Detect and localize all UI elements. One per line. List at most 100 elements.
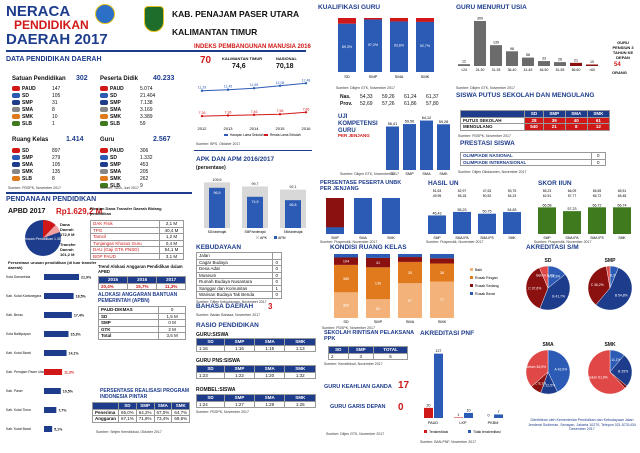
table-cell: 11,3% <box>156 282 186 290</box>
kondisi-segment-label: 139 <box>375 282 381 286</box>
ukg-subtitle: PER JENJANG <box>338 133 370 138</box>
pip-title: PERSENTASE REALISASI PROGRAM INDONESIA P… <box>100 388 190 400</box>
score-prov: 50,52 <box>483 194 492 198</box>
kv-key: SLB <box>110 121 120 127</box>
akreditasi-slice-label: B 25% <box>618 369 628 373</box>
pie-non-urusan-label: Non Urusan Pendidikan 1.355,1 M <box>16 237 70 241</box>
score-bar <box>563 211 581 234</box>
rasio-table: SD SMP SMA SMK 1:16 1:16 1:15 1:13 <box>196 338 316 352</box>
header-title: NERACA PENDIDIKAN DAERAH 2017 <box>6 4 136 47</box>
table-cell: 3 <box>347 352 375 360</box>
score-bar <box>453 211 471 234</box>
tut-wuri-logo <box>95 4 115 24</box>
table-cell: 1:22 <box>223 371 256 379</box>
score-bar <box>478 213 496 234</box>
ipm-legend-label: Harapan Lama Sekolah <box>230 133 264 137</box>
data-pendidikan-source: Sumber: PDSPK, November 2017 <box>8 186 61 190</box>
guru-usia-x-tick: 56-60 <box>572 68 581 72</box>
bantuan-table: PAUD-DIKMAS 0 SD 1,5 M SMP 0 M GTK 2 M Total 3,5 … <box>97 306 186 340</box>
kv-row: SD 897 <box>12 148 60 155</box>
unbk-bar <box>326 227 344 234</box>
kv-key: SMA <box>22 162 34 168</box>
table-cell: Anggaran <box>91 415 120 423</box>
guru-usia-bar <box>538 61 550 66</box>
kv-row: SMP 31 <box>12 100 60 107</box>
apk-legend-label: APM <box>278 236 286 240</box>
kv-row: SD 105 <box>12 93 60 100</box>
ipm-point <box>252 113 256 117</box>
persentase-label: Persentase urusan pendidikan (di luar tr… <box>8 260 97 270</box>
ipm-x-tick: 2013 <box>224 126 234 131</box>
score-nas: 47,63 <box>483 189 492 193</box>
table-cell: 65,0% <box>118 408 137 416</box>
unbk-bar <box>354 198 372 234</box>
table-cell: 3,5 M <box>158 332 186 340</box>
kondisi-bar-segment <box>334 264 358 293</box>
persentase-category: Kab. Berau <box>6 313 23 317</box>
ipm-nas-value: 70,18 <box>276 63 294 70</box>
score-bar-label: 66,74 <box>618 203 627 207</box>
ipm-point <box>226 88 230 91</box>
kv-row: SMK 262 <box>100 176 153 183</box>
apk-bar-chart: 109,6 96,5 SD/sederajat 99,7 74,9 SMP/sederaj… <box>204 178 306 240</box>
kv-chip <box>12 86 20 92</box>
ipm-title: INDEKS PEMBANGUNAN MANUSIA 2016 <box>194 44 311 50</box>
score-bar-label: 66,58 <box>543 203 552 207</box>
table-cell: 67,0% <box>153 408 173 416</box>
kv-value: 8 <box>52 107 55 113</box>
kv-value: 147 <box>52 86 61 92</box>
ruang-total: 1.414 <box>66 136 84 143</box>
kebudayaan-table: Jalan Cagar Budaya 0 Desa Adat 0 Museum 0 Rumah… <box>196 252 283 299</box>
pnf-bar-label: 127 <box>436 349 442 353</box>
ipm-point <box>200 114 204 118</box>
ruang-list: SD 897 SMP 279 SMA 105 SMK 135 SLB 8 <box>12 148 60 183</box>
table-row: PUTUS SEKOLAH 28 39 40 61 <box>459 116 611 124</box>
table-cell: SMK <box>586 110 611 118</box>
kv-value: 59 <box>140 121 146 127</box>
region-name: KAB. PENAJAM PASER UTARA <box>172 9 300 19</box>
kv-chip <box>12 100 20 106</box>
score-bar-label: 50,75 <box>483 210 492 214</box>
kondisi-segment-label: 38 <box>440 271 444 275</box>
kondisi-segment-label: 35 <box>408 271 412 275</box>
unbk-chart: SMP SMA SMK <box>326 198 400 240</box>
kv-chip <box>12 121 20 127</box>
hasil-un-title: HASIL UN <box>428 180 459 187</box>
ukg-bar <box>386 126 399 170</box>
kv-value: 262 <box>140 176 149 182</box>
pie-transfer <box>43 225 60 238</box>
table-row: OLIMPIADE INTERNASIONAL 0 <box>460 158 607 166</box>
kv-value: 205 <box>140 169 149 175</box>
table-row: 1:23 1:22 1:20 1:32 <box>196 371 316 379</box>
kualifikasi-bar-belum <box>390 18 408 22</box>
apk-legend-label: APK <box>260 236 268 240</box>
score-bar <box>538 207 556 234</box>
akreditasi-slice-label: Belum 36,5% <box>526 365 546 369</box>
kondisi-legend-label: Baik <box>475 268 482 272</box>
apk-bar-label: 92,1 <box>290 185 297 189</box>
dana-daerah-label: Dana Daerah 172,9 M <box>60 222 75 237</box>
ukg-bar-label: 59,28 <box>439 120 449 124</box>
apk-bar-label: 66,8 <box>290 203 297 207</box>
apk-bar-label: 99,7 <box>252 182 259 186</box>
kv-chip <box>12 176 20 182</box>
kv-chip <box>100 155 108 161</box>
kondisi-legend-label: Rusak Ringan <box>475 276 498 280</box>
apbd-label: APBD 2017 <box>8 208 46 215</box>
score-nas: 55,23 <box>543 189 552 193</box>
score-value: 57,26 <box>382 101 395 107</box>
akreditasi-slice <box>587 349 626 395</box>
akreditasi-slice <box>525 267 549 309</box>
kv-key: SD <box>110 155 117 161</box>
table-row: Anggaran 67,1% 71,8% 73,4% 69,5% <box>91 415 191 423</box>
apbd-value: Rp1.629,2 M <box>56 207 103 216</box>
keahlian-title: GURU KEAHLIAN GANDA <box>324 384 392 390</box>
akreditasi-slice-label: B 12,5% <box>542 384 555 388</box>
kv-key: SMK <box>110 176 122 182</box>
kv-row: SMA 3.169 <box>100 107 155 114</box>
kv-row: PAUD 147 <box>12 86 60 93</box>
score-x-tick: SMK <box>618 236 626 240</box>
akreditasi-pies: A 14,3% B 41,7% C 37,6% Belum 6,4% SD A 6,3% B… <box>525 258 633 395</box>
kualifikasi-x-tick: SD <box>344 74 350 79</box>
kv-key: SD <box>22 148 29 154</box>
